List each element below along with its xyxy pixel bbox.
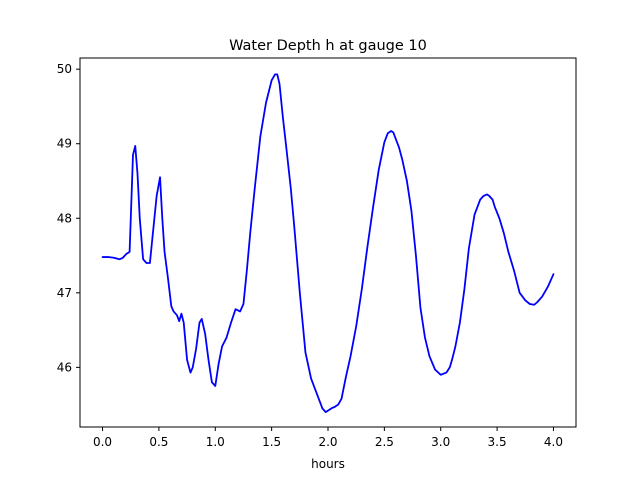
x-axis-label: hours — [311, 457, 345, 471]
x-tick-label: 2.5 — [375, 435, 394, 449]
x-tick-label: 2.0 — [318, 435, 337, 449]
y-tick-label: 47 — [57, 286, 72, 300]
x-tick-label: 1.5 — [262, 435, 281, 449]
y-tick-label: 49 — [57, 137, 72, 151]
x-axis-ticks: 0.0 0.5 1.0 1.5 2.0 2.5 3.0 3.5 4.0 — [93, 427, 563, 449]
x-tick-label: 4.0 — [544, 435, 563, 449]
y-tick-label: 46 — [57, 360, 72, 374]
x-tick-label: 3.0 — [431, 435, 450, 449]
plot-area — [101, 73, 555, 413]
x-tick-label: 0.5 — [149, 435, 168, 449]
x-tick-label: 0.0 — [93, 435, 112, 449]
water-depth-line — [101, 73, 555, 413]
x-tick-label: 1.0 — [206, 435, 225, 449]
y-axis-ticks: 46 47 48 49 50 — [57, 62, 80, 374]
x-tick-label: 3.5 — [488, 435, 507, 449]
chart-title: Water Depth h at gauge 10 — [229, 38, 427, 54]
y-tick-label: 50 — [57, 62, 72, 76]
y-tick-label: 48 — [57, 211, 72, 225]
